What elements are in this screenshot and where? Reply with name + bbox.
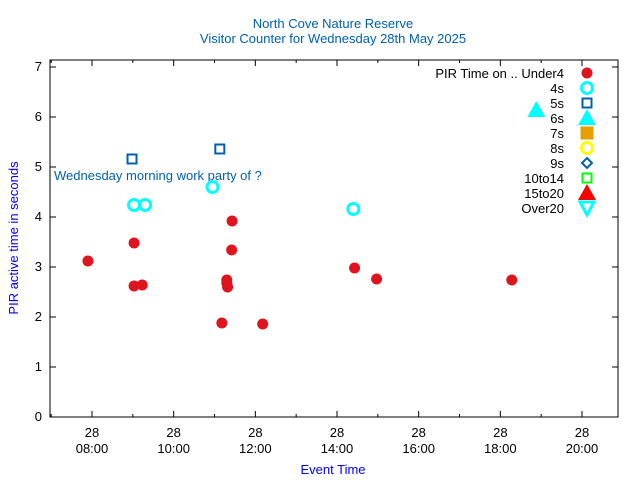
data-point-4s (346, 202, 361, 216)
x-tick-label-day: 28 (575, 425, 589, 440)
y-tick-label: 6 (35, 109, 42, 124)
data-point-under4 (226, 215, 238, 227)
data-point-under4 (349, 262, 361, 274)
legend-label: Over20 (521, 201, 564, 216)
legend-label: 15to20 (524, 186, 564, 201)
x-tick-label-day: 28 (85, 425, 99, 440)
legend-marker-5s (581, 97, 593, 109)
data-point-under4 (82, 255, 94, 267)
legend-label: 4s (550, 81, 564, 96)
x-tick-label-day: 28 (248, 425, 262, 440)
y-tick-label: 7 (35, 59, 42, 74)
legend-marker-9s (580, 156, 594, 170)
y-axis-label: PIR active time in seconds (6, 161, 21, 315)
legend-marker-4s (580, 81, 594, 95)
x-tick-label-day: 28 (493, 425, 507, 440)
y-tick-label: 2 (35, 309, 42, 324)
data-point-4s (138, 198, 153, 212)
data-point-5s (126, 153, 138, 165)
legend-label: 5s (550, 96, 564, 111)
legend-label: 7s (550, 126, 564, 141)
legend-marker-15to20 (578, 184, 596, 200)
legend-marker-10to14 (581, 172, 593, 184)
data-point-under4 (216, 317, 228, 329)
plot-border (49, 59, 619, 418)
legend-label: 6s (550, 111, 564, 126)
x-tick-label-time: 18:00 (484, 441, 517, 456)
y-tick-label: 3 (35, 259, 42, 274)
data-point-5s (214, 143, 226, 155)
legend-marker-under4 (581, 67, 593, 79)
data-point-under4 (257, 318, 269, 330)
data-point-under4 (506, 274, 518, 286)
y-tick-label: 0 (35, 409, 42, 424)
data-point-under4 (226, 244, 238, 256)
legend-label: PIR Time on .. Under4 (435, 66, 564, 81)
y-tick-label: 4 (35, 209, 42, 224)
data-point-under4 (128, 280, 140, 292)
data-point-under4 (128, 237, 140, 249)
legend-marker-8s (580, 141, 594, 155)
annotation: Wednesday morning work party of ? (54, 168, 262, 183)
x-tick-label-day: 28 (330, 425, 344, 440)
legend-label: 9s (550, 156, 564, 171)
legend-marker-6s (578, 109, 596, 125)
chart-subtitle: Visitor Counter for Wednesday 28th May 2… (200, 31, 466, 46)
legend-marker-7s (580, 126, 594, 140)
y-tick-label: 1 (35, 359, 42, 374)
data-point-4s (127, 198, 142, 212)
data-point-under4 (371, 273, 383, 285)
legend-label: 10to14 (524, 171, 564, 186)
legend-label: 8s (550, 141, 564, 156)
x-tick-label-time: 14:00 (321, 441, 354, 456)
x-tick-label-time: 12:00 (239, 441, 272, 456)
data-point-4s (205, 180, 220, 194)
legend-marker-over20 (577, 200, 597, 219)
x-axis-label: Event Time (300, 462, 365, 477)
data-point-under4 (222, 281, 234, 293)
data-point-under4 (136, 279, 148, 291)
data-point-6s (527, 101, 546, 117)
x-tick-label-time: 16:00 (402, 441, 435, 456)
x-tick-label-time: 08:00 (76, 441, 109, 456)
x-tick-label-time: 10:00 (157, 441, 190, 456)
x-tick-label-time: 20:00 (566, 441, 599, 456)
x-tick-label-day: 28 (166, 425, 180, 440)
x-tick-label-day: 28 (411, 425, 425, 440)
y-tick-label: 5 (35, 159, 42, 174)
chart-title: North Cove Nature Reserve (253, 16, 413, 31)
